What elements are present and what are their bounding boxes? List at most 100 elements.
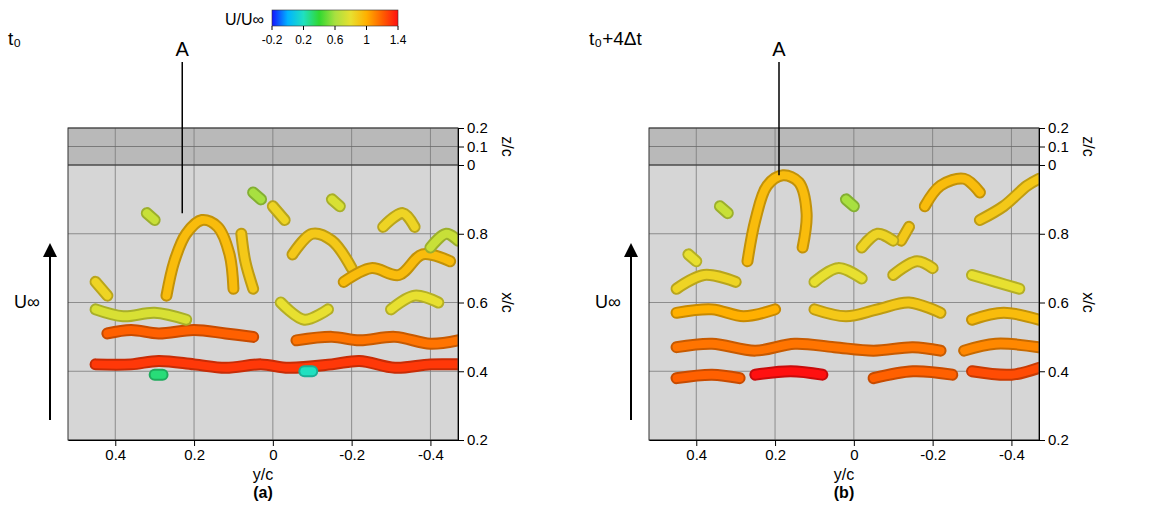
structure-edge bbox=[980, 179, 1039, 220]
structure-edge bbox=[332, 199, 340, 206]
structure bbox=[96, 282, 108, 296]
structure-edge bbox=[96, 282, 108, 296]
structure-edge bbox=[677, 309, 775, 316]
structure-edge bbox=[155, 369, 163, 381]
tick: 0.2 bbox=[184, 440, 205, 463]
tick-label: 0 bbox=[1048, 156, 1056, 173]
tick-label: 0.4 bbox=[1048, 363, 1069, 380]
grid-line bbox=[649, 146, 1039, 147]
tick: 0.8 bbox=[458, 225, 488, 242]
panel-title: t₀+4Δt bbox=[589, 28, 643, 49]
structure bbox=[383, 213, 415, 227]
tick: 0 bbox=[1039, 156, 1056, 173]
colorbar-tick-label: 1.4 bbox=[390, 33, 407, 47]
tick-label: -0.4 bbox=[999, 446, 1025, 463]
colorbar-tick-label: 0.2 bbox=[295, 33, 312, 47]
structure-edge bbox=[755, 371, 822, 374]
tick-mark bbox=[1039, 234, 1045, 235]
tick: 0.6 bbox=[458, 294, 488, 311]
structure bbox=[720, 206, 728, 213]
structure bbox=[430, 234, 458, 248]
structure-edge bbox=[677, 344, 941, 351]
structure-edge bbox=[383, 213, 415, 227]
structure-edge bbox=[241, 234, 253, 289]
grid bbox=[68, 128, 458, 440]
grid-line bbox=[68, 146, 458, 147]
structure bbox=[755, 371, 822, 374]
structure bbox=[980, 179, 1039, 220]
structure bbox=[747, 175, 806, 261]
colorbar-tick bbox=[398, 26, 399, 30]
structure-edge bbox=[814, 268, 861, 282]
structure bbox=[688, 254, 696, 261]
colorbar-tick bbox=[272, 26, 273, 30]
colorbar: -0.20.20.611.4U/U∞ bbox=[225, 10, 407, 47]
structure bbox=[846, 199, 854, 206]
structure-edge bbox=[147, 213, 155, 220]
z-axis-title: z/c bbox=[499, 136, 516, 156]
structure-edge bbox=[96, 361, 458, 368]
tick: 0.4 bbox=[458, 363, 488, 380]
structure-edge bbox=[391, 296, 438, 310]
tick: 0.1 bbox=[458, 138, 488, 155]
tick-label: 0.2 bbox=[184, 446, 205, 463]
flow-label: U∞ bbox=[14, 292, 40, 312]
structure-edge bbox=[430, 234, 458, 248]
panel-title: t₀ bbox=[8, 28, 21, 49]
x-axis-title: y/c bbox=[834, 466, 854, 483]
side-view-band bbox=[68, 128, 458, 165]
structure-edge bbox=[720, 206, 728, 213]
structure bbox=[893, 261, 932, 275]
grid-line bbox=[649, 302, 1039, 303]
structure-edge bbox=[344, 254, 450, 282]
grid-line bbox=[932, 128, 933, 440]
tick: 0.1 bbox=[1039, 138, 1069, 155]
tick-label: 0.8 bbox=[1048, 225, 1069, 242]
tick: 0 bbox=[850, 440, 858, 463]
colorbar-tick bbox=[366, 26, 367, 30]
tick-label: 0.4 bbox=[467, 363, 488, 380]
tick-label: 0.6 bbox=[1048, 294, 1069, 311]
grid-line bbox=[649, 165, 1039, 166]
tick-label: 0.2 bbox=[1048, 431, 1069, 448]
tick-mark bbox=[1039, 128, 1045, 129]
structure bbox=[166, 220, 233, 296]
tick: -0.2 bbox=[339, 440, 365, 463]
tick-label: 0.2 bbox=[1048, 119, 1069, 136]
tick: 0.2 bbox=[458, 119, 488, 136]
tick-label: 0.1 bbox=[1048, 138, 1069, 155]
structure bbox=[241, 234, 253, 289]
structure-edge bbox=[281, 303, 328, 320]
tick: 0.4 bbox=[1039, 363, 1069, 380]
grid-line bbox=[853, 128, 854, 440]
structure-edge bbox=[925, 178, 980, 206]
plot-frame bbox=[68, 128, 458, 440]
tick-label: 0.8 bbox=[467, 225, 488, 242]
panel-label: (b) bbox=[834, 484, 854, 501]
structure bbox=[332, 199, 340, 206]
tick-label: -0.4 bbox=[418, 446, 444, 463]
structure-edge bbox=[253, 193, 261, 200]
colorbar-tick-label: 0.6 bbox=[327, 33, 344, 47]
x-axis: 0.40.20-0.2-0.4 bbox=[69, 440, 459, 463]
structure bbox=[972, 313, 1039, 320]
tick: 0 bbox=[458, 156, 475, 173]
flow-arrow bbox=[630, 250, 632, 420]
tick-mark bbox=[458, 128, 464, 129]
structure bbox=[293, 233, 352, 268]
axis-line bbox=[69, 440, 459, 441]
structure bbox=[344, 254, 450, 282]
grid-line bbox=[115, 128, 116, 440]
tick: 0.2 bbox=[458, 431, 488, 448]
tick-mark bbox=[1039, 303, 1045, 304]
tick-label: -0.2 bbox=[920, 446, 946, 463]
y-axis: 0.2 0.4 0.6 0.8 bbox=[458, 166, 488, 449]
structure bbox=[677, 344, 941, 351]
structure bbox=[304, 367, 312, 375]
structure-edge bbox=[688, 254, 696, 261]
grid bbox=[649, 128, 1039, 440]
structure bbox=[253, 193, 261, 200]
structure bbox=[147, 213, 155, 220]
tick-label: 0.4 bbox=[105, 446, 126, 463]
structure bbox=[296, 337, 458, 344]
